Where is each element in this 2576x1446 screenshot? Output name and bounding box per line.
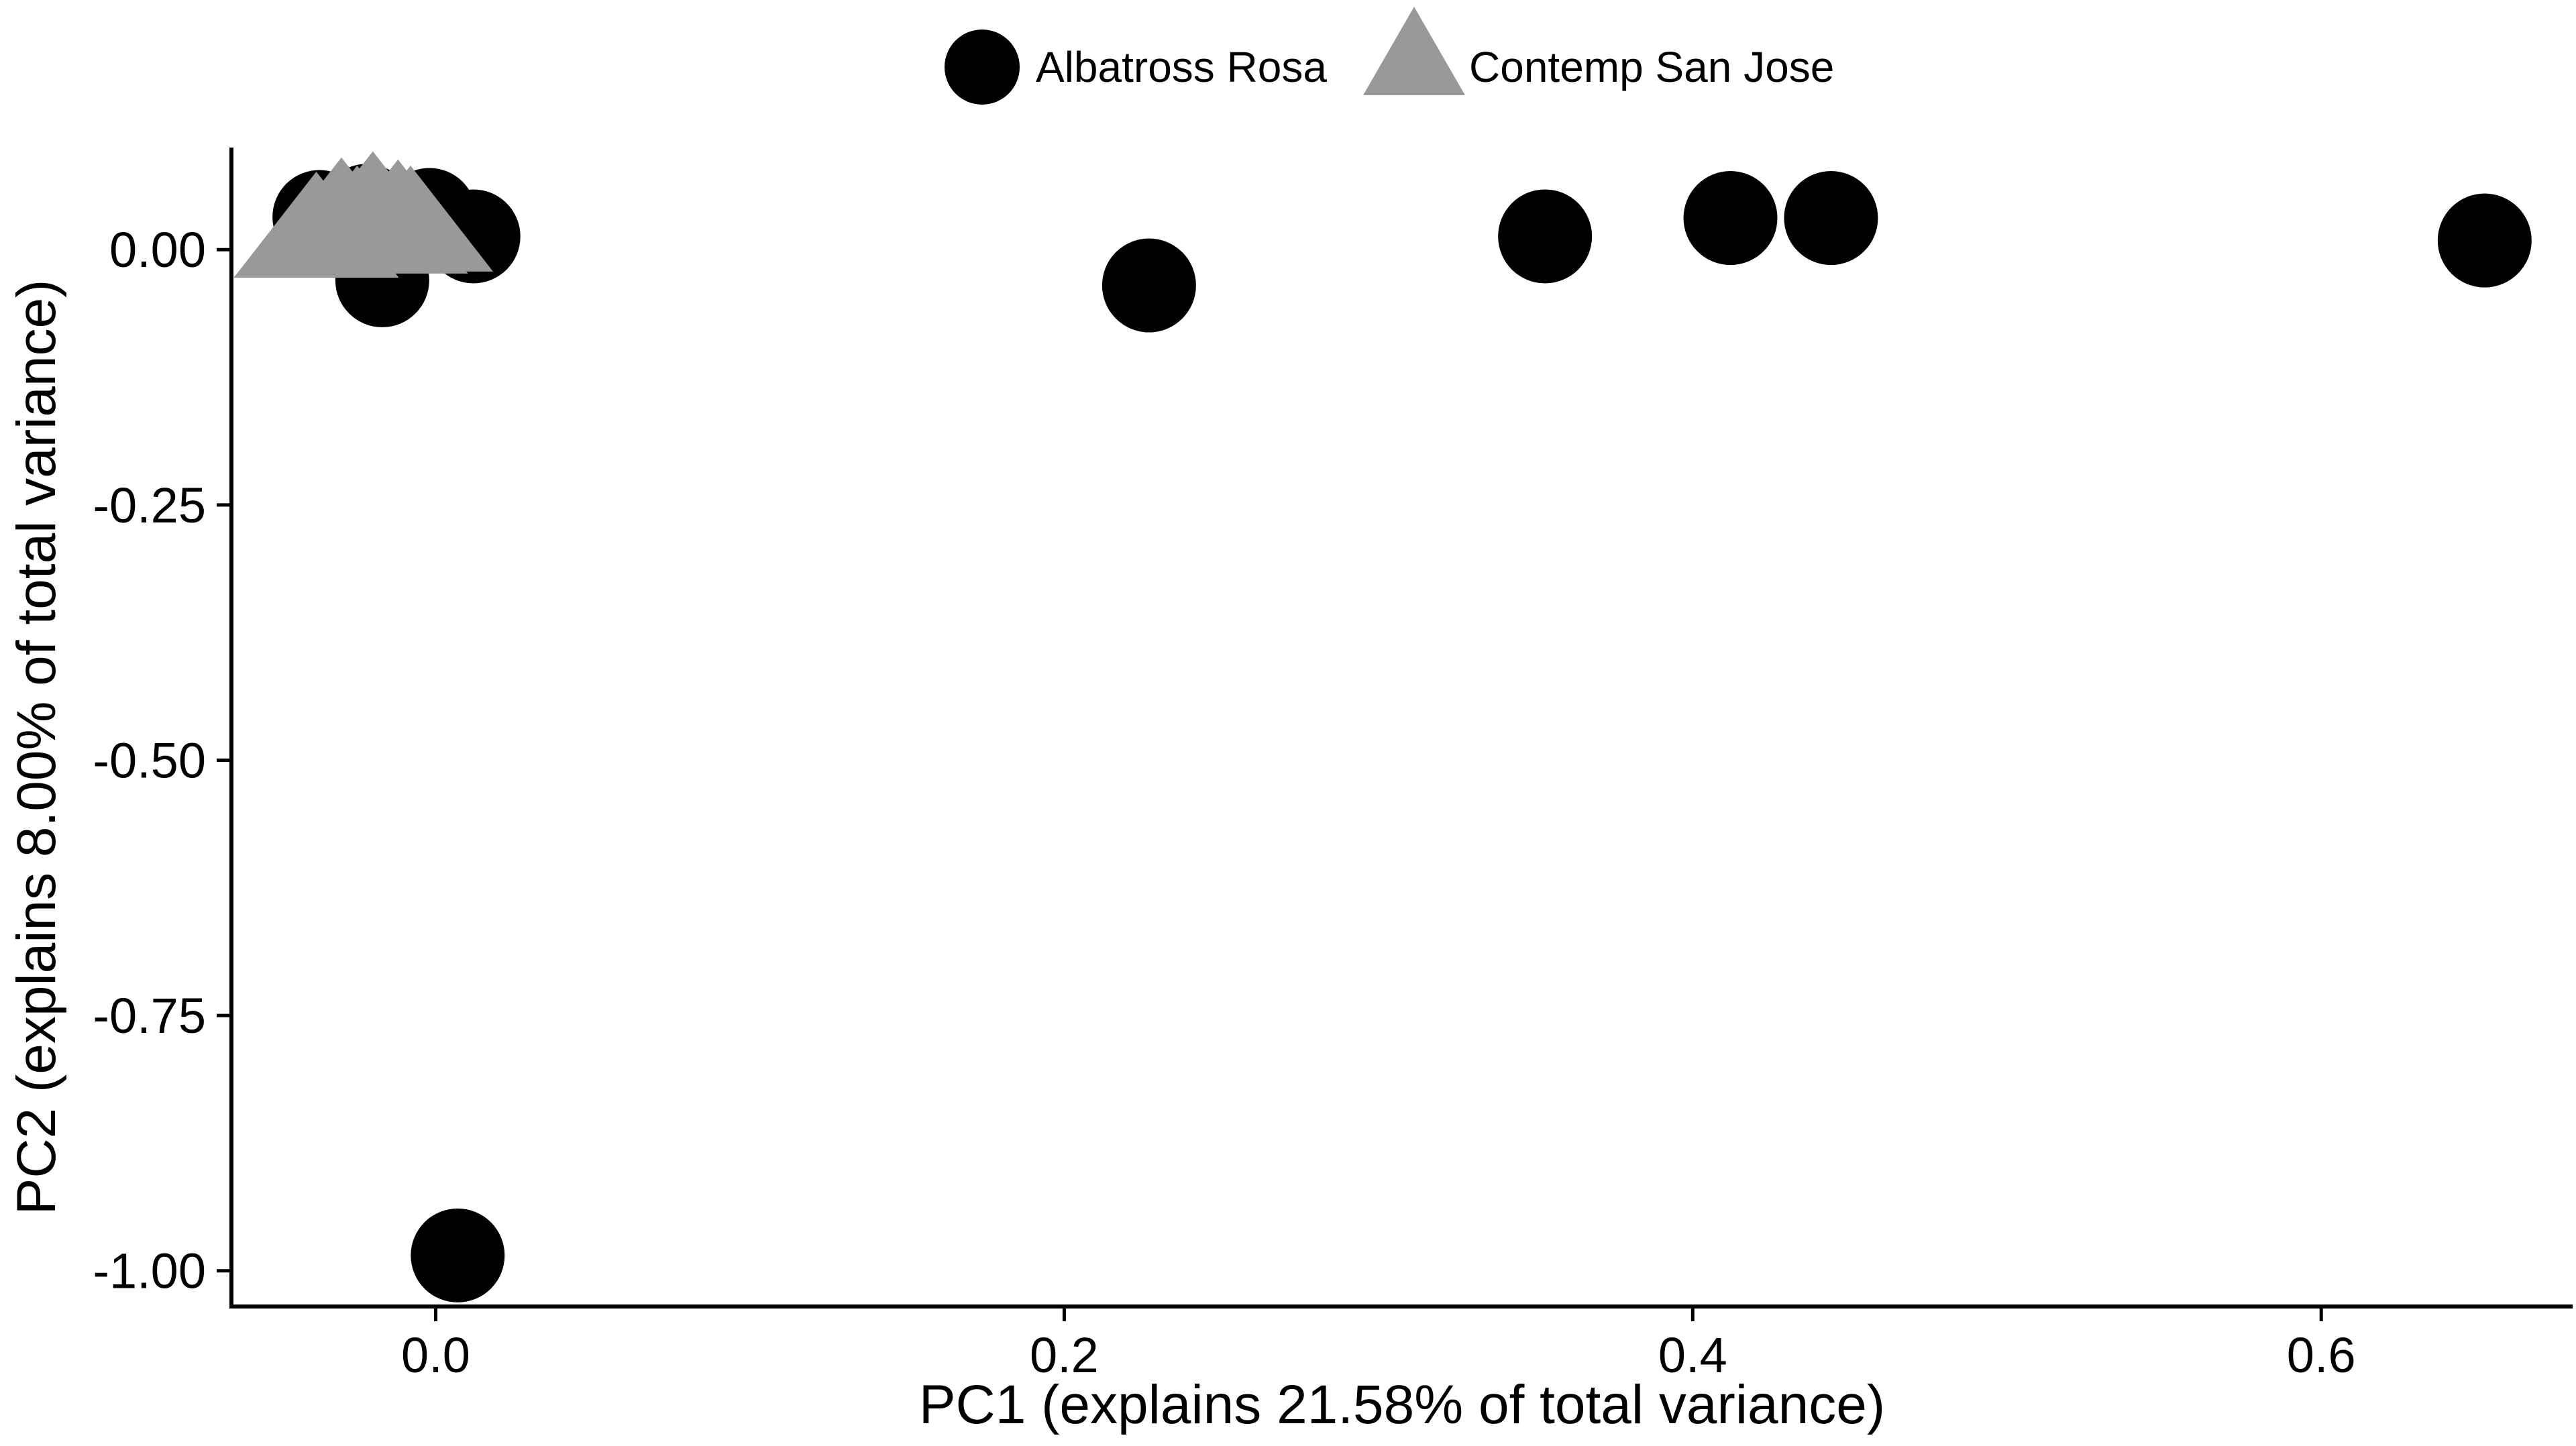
legend-circle-icon — [945, 30, 1020, 105]
y-axis-title: PC2 (explains 8.00% of total variance) — [6, 280, 67, 1215]
point-0-8 — [1683, 171, 1778, 266]
plot-points — [233, 151, 2532, 1302]
point-0-7 — [1498, 189, 1593, 284]
x-tick-label-0: 0.0 — [401, 1327, 470, 1383]
point-0-9 — [1784, 171, 1878, 266]
legend-triangle-icon — [1363, 7, 1465, 95]
x-tick-label-1: 0.2 — [1030, 1327, 1099, 1383]
x-tick-label-3: 0.6 — [2287, 1327, 2356, 1383]
legend: Albatross Rosa Contemp San Jose — [945, 7, 1834, 105]
y-tick-label-3: -0.75 — [93, 988, 206, 1044]
point-0-10 — [2437, 193, 2532, 288]
y-tick-label-2: -0.50 — [93, 732, 206, 788]
triangle-point-1-6 — [328, 165, 494, 272]
legend-label-contemp: Contemp San Jose — [1469, 43, 1834, 91]
x-tick-label-2: 0.4 — [1658, 1327, 1727, 1383]
axis-labels: 0.0 0.2 0.4 0.6 0.00 -0.25 -0.50 -0.75 -1.00 PC1 … — [6, 222, 2356, 1435]
point-0-5 — [411, 1208, 505, 1302]
y-tick-label-0: 0.00 — [109, 222, 206, 278]
point-0-6 — [1102, 238, 1196, 333]
legend-label-albatross: Albatross Rosa — [1036, 43, 1327, 91]
x-axis-title: PC1 (explains 21.58% of total variance) — [919, 1374, 1885, 1435]
axes — [217, 148, 2573, 1321]
y-tick-label-4: -1.00 — [93, 1243, 206, 1299]
y-tick-label-1: -0.25 — [93, 478, 206, 533]
